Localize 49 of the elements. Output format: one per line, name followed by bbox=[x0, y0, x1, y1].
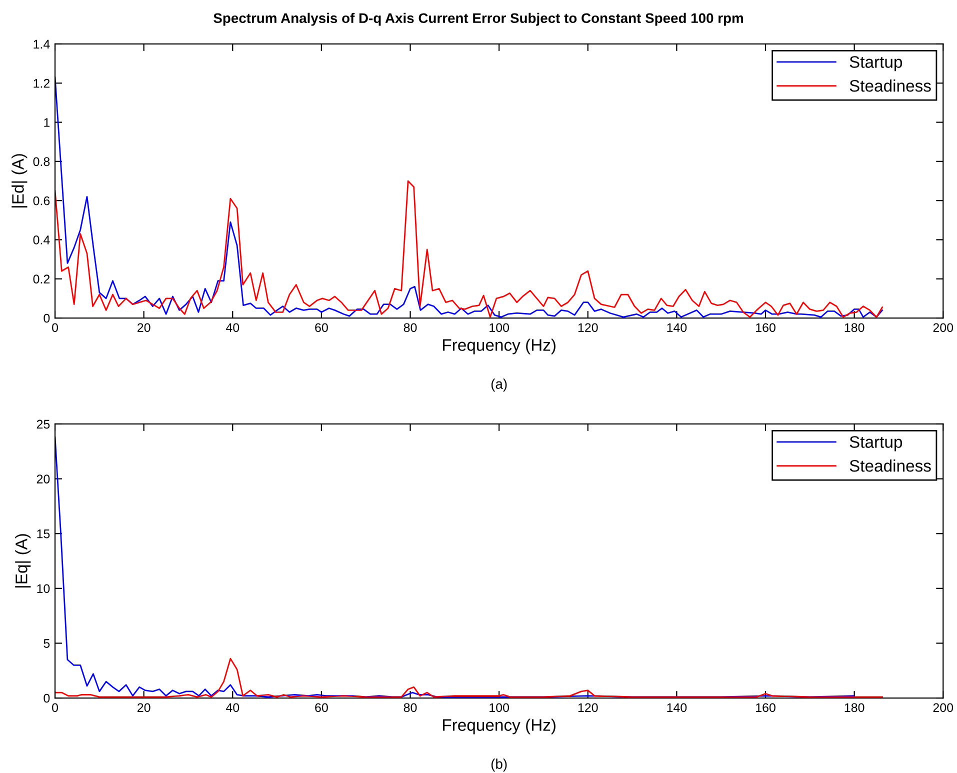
y-tick-label: 20 bbox=[36, 474, 50, 484]
legend-label: Startup bbox=[850, 436, 902, 452]
text: (b) bbox=[491, 758, 507, 772]
legend-label: Startup bbox=[850, 56, 902, 72]
x-tick-label: 160 bbox=[756, 323, 776, 332]
x-tick-label: 160 bbox=[756, 703, 776, 712]
y-tick-label: 25 bbox=[36, 420, 50, 429]
x-tick-label: 100 bbox=[490, 323, 510, 332]
x-tick-label: 60 bbox=[315, 703, 328, 712]
y-tick-label: 15 bbox=[37, 530, 50, 538]
x-tick-label: 120 bbox=[578, 323, 598, 332]
y-tick-label: 0.4 bbox=[33, 236, 50, 244]
y-tick-label: 0 bbox=[44, 314, 50, 323]
y-tick-label: 0.8 bbox=[33, 157, 50, 166]
y-tick-label: 5 bbox=[44, 639, 50, 648]
y-tick-label: 0 bbox=[44, 694, 50, 703]
legend-label: Steadiness bbox=[850, 460, 931, 472]
x-tick-label: 40 bbox=[226, 323, 240, 332]
y-tick-label: 10 bbox=[37, 584, 50, 594]
x-tick-label: 200 bbox=[933, 323, 954, 332]
x-tick-label: 140 bbox=[667, 323, 687, 332]
y-tick-label: 0.6 bbox=[33, 196, 50, 206]
line-series bbox=[55, 180, 883, 318]
x-tick-label: 200 bbox=[933, 703, 954, 712]
x-tick-label: 0 bbox=[52, 703, 58, 712]
x-axis-title: Frequency (Hz) bbox=[443, 718, 556, 734]
line-series bbox=[55, 658, 883, 698]
x-tick-label: 180 bbox=[844, 323, 864, 332]
y-axis-title: |Eq| (A) bbox=[15, 534, 31, 588]
x-tick-label: 120 bbox=[578, 703, 598, 712]
x-axis-title: Frequency (Hz) bbox=[443, 338, 556, 354]
x-tick-label: 100 bbox=[490, 703, 510, 712]
y-axis-title: |Ed| (A) bbox=[12, 154, 28, 208]
y-tick-label: 1 bbox=[44, 118, 50, 127]
y-tick-label: 0.2 bbox=[33, 274, 50, 284]
x-tick-label: 20 bbox=[138, 323, 150, 332]
text: (a) bbox=[491, 378, 507, 392]
x-tick-label: 20 bbox=[138, 703, 150, 712]
x-tick-label: 40 bbox=[226, 703, 240, 712]
legend-label: Steadiness bbox=[850, 80, 931, 92]
y-tick-label: 1.2 bbox=[34, 78, 50, 88]
x-tick-label: 180 bbox=[844, 703, 864, 712]
chart-title: Spectrum Analysis of D-q Axis Current Error Subject to Constant Speed 100 rpm bbox=[214, 12, 744, 26]
x-tick-label: 0 bbox=[52, 323, 58, 332]
x-tick-label: 140 bbox=[667, 703, 687, 712]
x-tick-label: 60 bbox=[315, 323, 328, 332]
x-tick-label: 80 bbox=[404, 703, 417, 712]
y-tick-label: 1.4 bbox=[34, 40, 50, 49]
x-tick-label: 80 bbox=[404, 323, 417, 332]
